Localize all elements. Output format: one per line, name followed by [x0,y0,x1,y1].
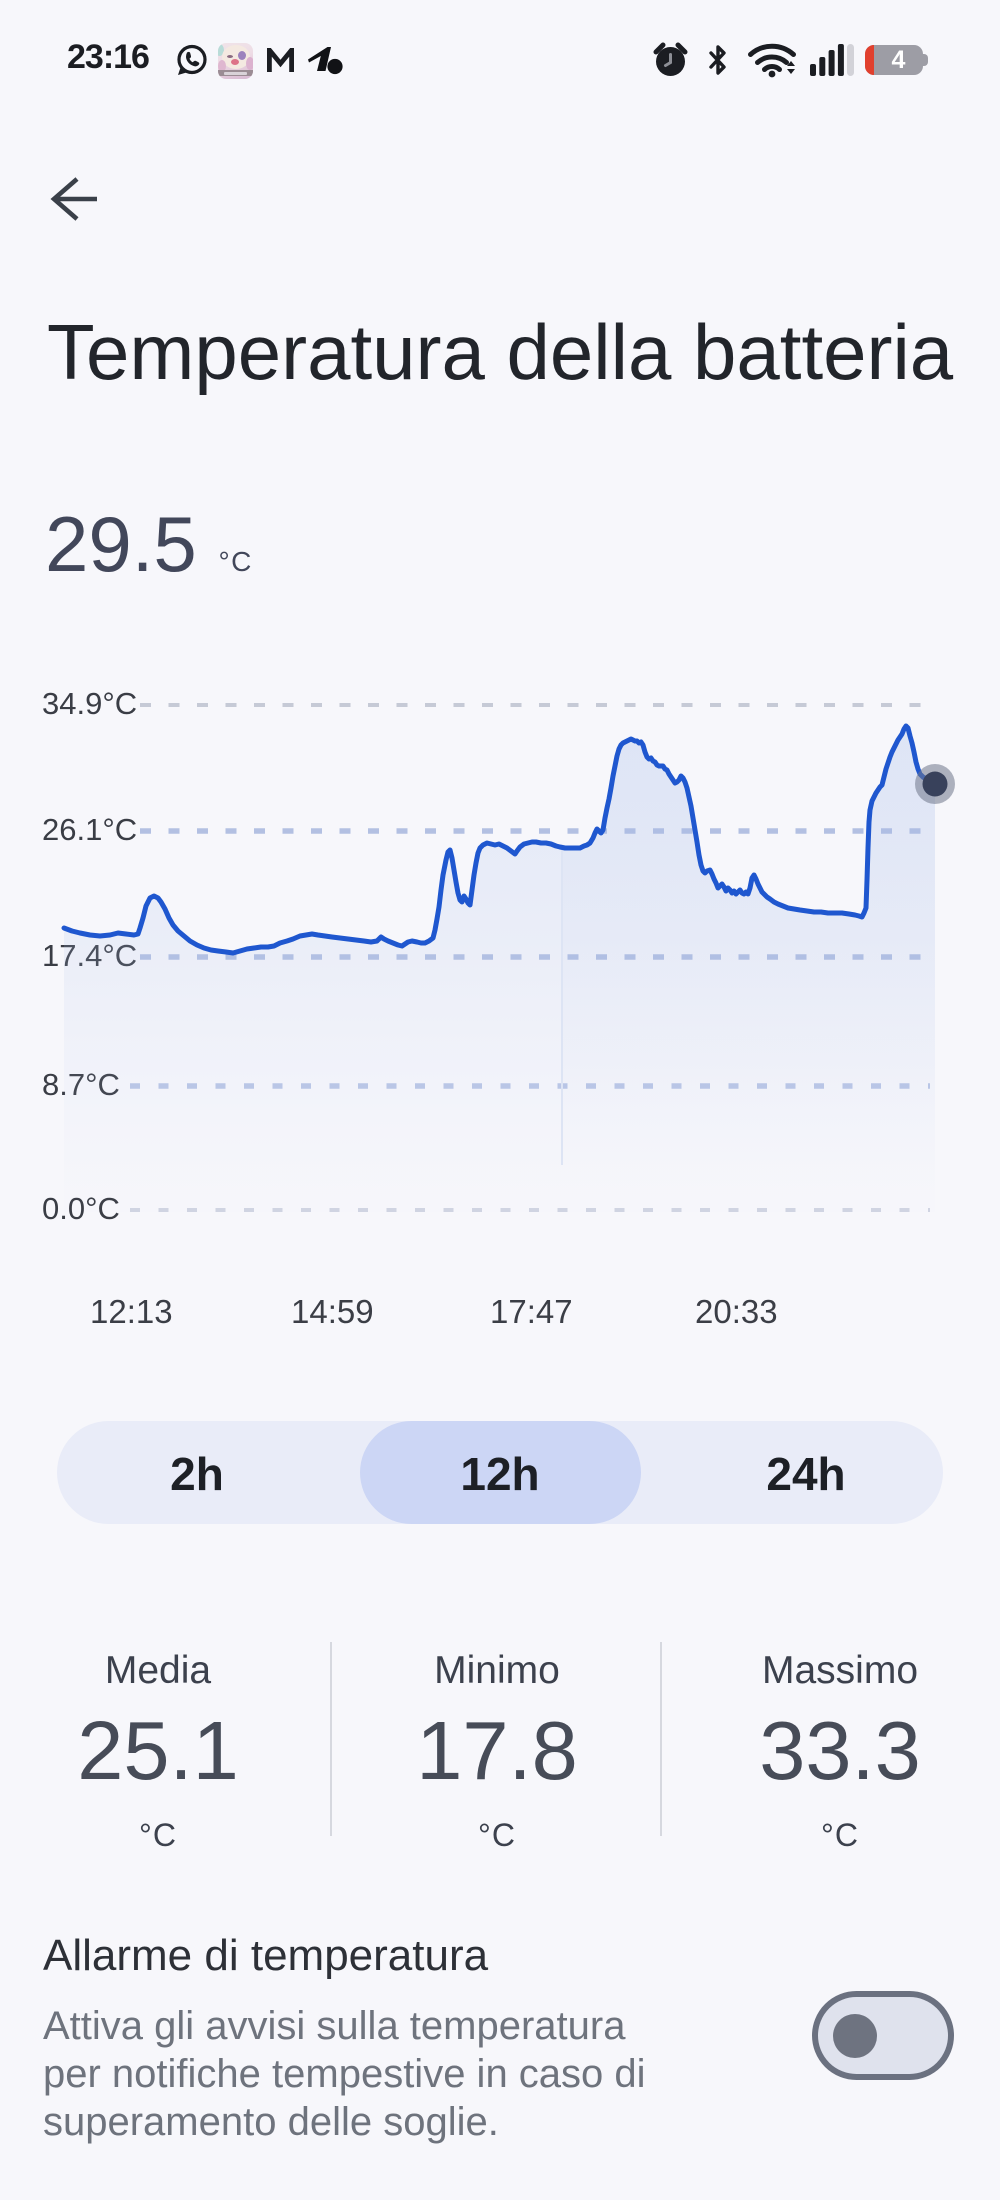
svg-text:34.9°C: 34.9°C [42,686,137,721]
svg-text:26.1°C: 26.1°C [42,812,137,847]
